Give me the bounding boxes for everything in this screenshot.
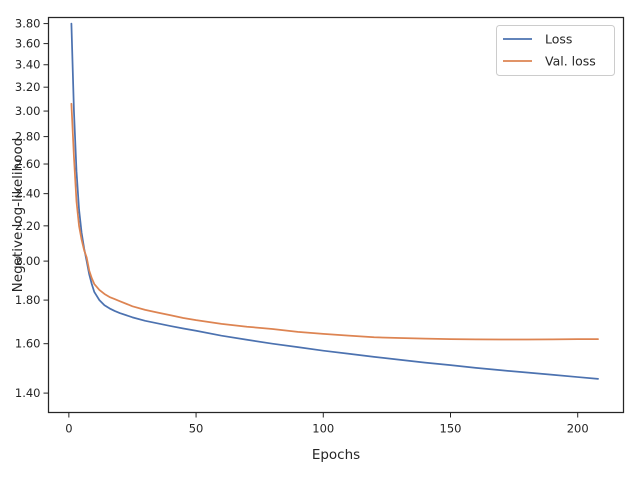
x-tick-label: 150 <box>440 422 462 436</box>
series-line-1 <box>70 102 599 341</box>
y-tick-label: 1.80 <box>15 293 41 307</box>
x-tick-label: 100 <box>312 422 334 436</box>
y-tick-label: 3.40 <box>15 58 41 72</box>
plot-frame <box>47 16 625 414</box>
legend-label-val-loss: Val. loss <box>545 54 596 69</box>
y-tick-label: 3.00 <box>15 104 41 118</box>
ticks-layer: 0 50 100 150 200 1.40 1.60 1.80 2.00 2.20 2.40 2.60… <box>15 17 589 436</box>
y-tick-label: 3.60 <box>15 37 41 51</box>
legend: Loss Val. loss <box>496 25 615 76</box>
x-axis-label: Epochs <box>312 447 360 463</box>
y-tick-label: 2.20 <box>15 219 41 233</box>
y-tick-label: 2.80 <box>15 130 41 144</box>
legend-box <box>496 25 615 76</box>
x-tick-label: 0 <box>65 422 72 436</box>
x-tick-label: 50 <box>189 422 204 436</box>
y-tick-label: 1.60 <box>15 337 41 351</box>
y-tick-label: 2.00 <box>15 254 41 268</box>
y-tick-label: 1.40 <box>15 386 41 400</box>
legend-label-loss: Loss <box>545 32 572 47</box>
y-tick-label: 2.60 <box>15 157 41 171</box>
y-tick-label: 2.40 <box>15 187 41 201</box>
y-tick-label: 3.80 <box>15 17 41 31</box>
x-tick-label: 200 <box>567 422 589 436</box>
y-tick-label: 3.20 <box>15 80 41 94</box>
y-axis-label: Negative log-likelihood <box>10 138 26 293</box>
series-layer <box>70 22 599 380</box>
